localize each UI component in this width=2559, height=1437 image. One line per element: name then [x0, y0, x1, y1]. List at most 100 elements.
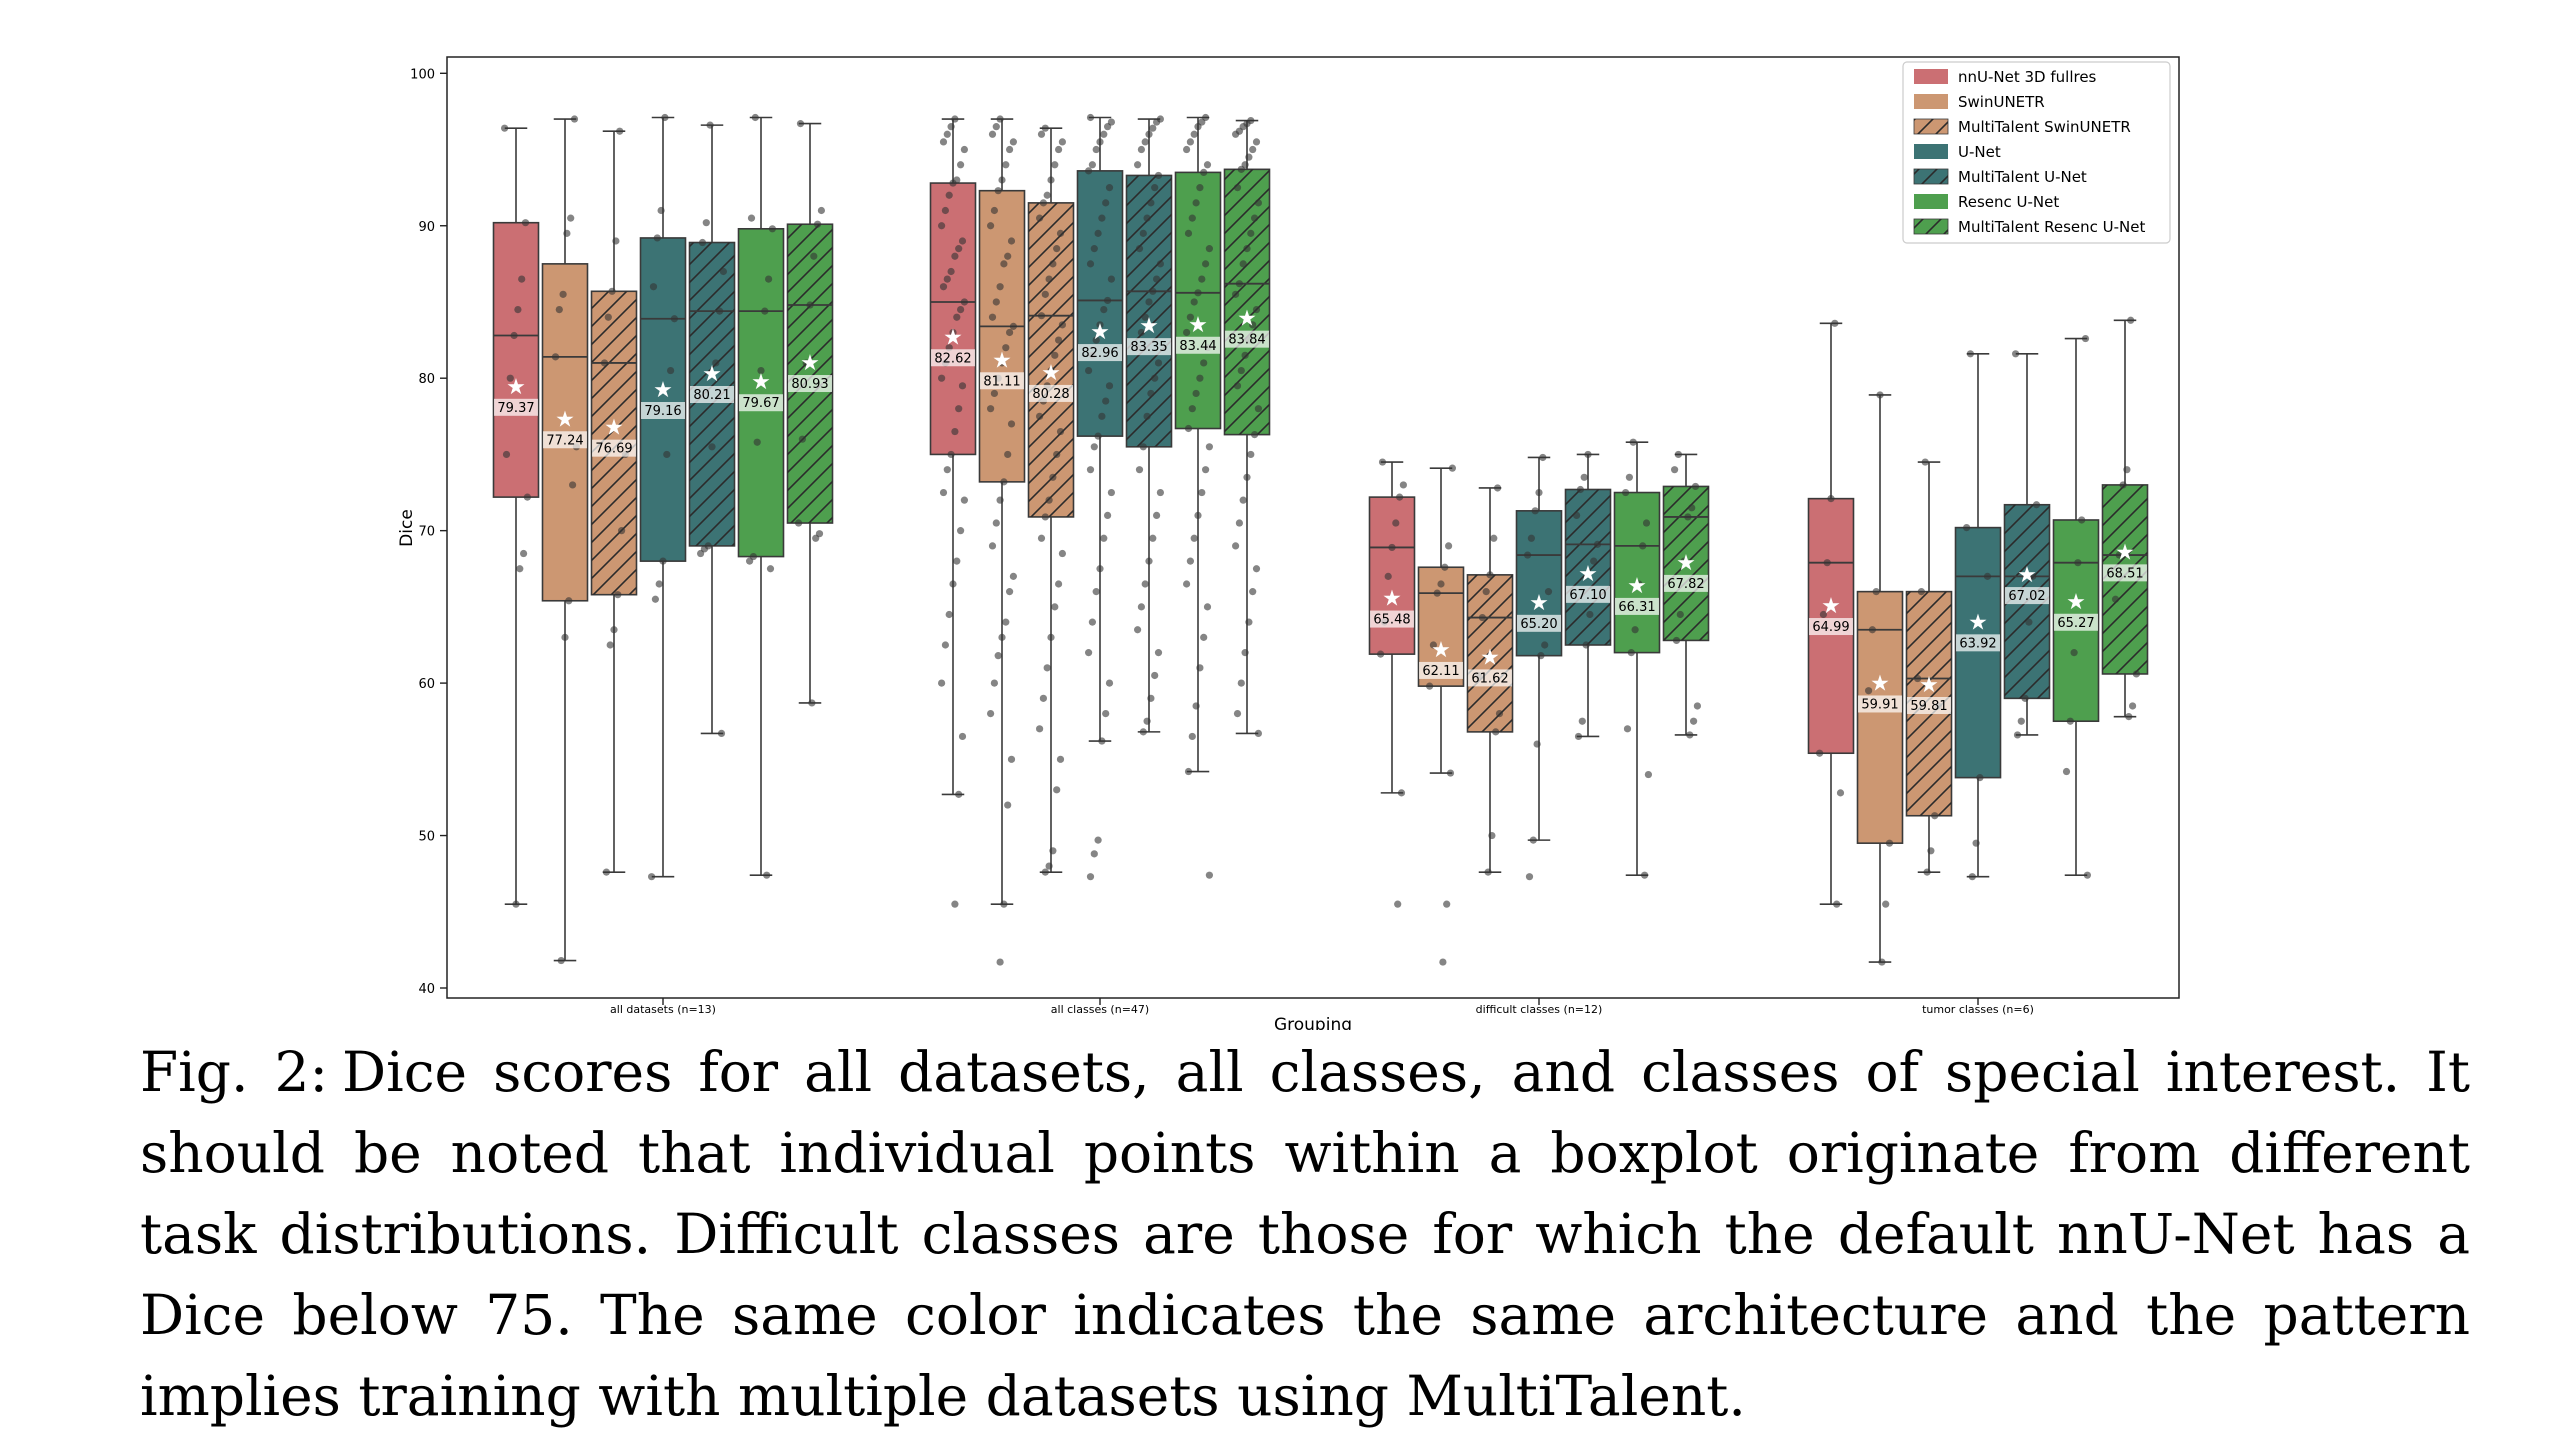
- data-point: [1139, 229, 1147, 237]
- data-point: [1251, 214, 1259, 222]
- data-point: [994, 187, 1002, 195]
- data-point: [670, 315, 679, 323]
- data-point: [943, 130, 951, 138]
- data-point: [1252, 138, 1261, 146]
- data-point: [1009, 138, 1018, 146]
- mean-label: 68.51: [2106, 566, 2143, 581]
- data-point: [651, 595, 660, 603]
- box-hatch: [1028, 202, 1074, 517]
- data-point: [938, 679, 946, 687]
- x-tick-label: tumor classes (n=6): [1922, 1003, 2034, 1016]
- legend-frame: [1902, 61, 2171, 244]
- data-point: [612, 237, 620, 245]
- y-tick-label: 100: [410, 67, 435, 82]
- data-point: [1085, 649, 1093, 657]
- data-point: [1004, 252, 1012, 260]
- data-point: [1232, 130, 1240, 138]
- data-point: [1203, 161, 1212, 169]
- mean-star: ★: [1919, 673, 1939, 698]
- data-point: [1394, 900, 1402, 908]
- data-point: [1056, 229, 1065, 237]
- data-point: [1045, 862, 1053, 870]
- mean-label-bg: [980, 372, 1024, 390]
- data-point: [1002, 344, 1010, 352]
- data-point: [1156, 488, 1164, 497]
- mean-star: ★: [1139, 314, 1159, 339]
- data-point: [1921, 458, 1929, 466]
- data-point: [988, 313, 997, 321]
- data-point: [1827, 495, 1835, 503]
- data-point: [949, 328, 957, 337]
- data-point: [765, 275, 773, 283]
- data-point: [659, 557, 667, 565]
- data-point: [1098, 412, 1106, 420]
- box-4: [639, 116, 687, 878]
- mean-label-bg: [1664, 574, 1708, 592]
- data-point: [1635, 580, 1643, 588]
- data-point: [1051, 351, 1059, 359]
- box-5: [1125, 118, 1173, 733]
- data-point: [1233, 709, 1242, 718]
- data-point: [768, 225, 777, 233]
- data-point: [1254, 199, 1262, 207]
- data-point: [698, 238, 707, 247]
- legend-swatch-hatch: [1914, 219, 1948, 234]
- data-point: [1252, 305, 1261, 314]
- data-point: [2017, 717, 2025, 725]
- data-point: [1205, 245, 1213, 253]
- data-point: [810, 252, 818, 260]
- data-point: [992, 519, 1000, 527]
- data-point: [1527, 534, 1535, 542]
- x-tick-label: difficult classes (n=12): [1476, 1003, 1603, 1016]
- data-point: [1865, 687, 1873, 695]
- data-point: [1188, 732, 1196, 741]
- data-point: [663, 450, 671, 459]
- data-point: [1629, 438, 1637, 446]
- x-tick-label: all classes (n=47): [1051, 1003, 1149, 1016]
- data-point: [1917, 588, 1925, 596]
- legend-swatch: [1914, 144, 1948, 159]
- data-point: [1085, 366, 1093, 375]
- box-2: [1856, 394, 1904, 963]
- data-point: [521, 219, 530, 227]
- data-point: [1198, 488, 1206, 497]
- data-point: [1831, 319, 1839, 327]
- data-point: [1823, 559, 1831, 567]
- mean-label-bg: [1176, 336, 1220, 354]
- data-point: [1090, 443, 1098, 451]
- data-point: [649, 283, 658, 291]
- legend-item-1: nnU-Net 3D fullres: [1914, 68, 2097, 86]
- data-point: [992, 123, 1000, 131]
- mean-label: 79.37: [497, 401, 534, 416]
- data-point: [1241, 351, 1249, 359]
- data-point: [1876, 391, 1884, 399]
- data-point: [2081, 334, 2090, 343]
- data-point: [1047, 366, 1055, 375]
- data-point: [802, 359, 810, 367]
- mean-label-bg: [1809, 618, 1853, 636]
- data-point: [1055, 580, 1063, 588]
- data-point: [1149, 287, 1157, 295]
- data-point: [1134, 626, 1142, 634]
- mean-star: ★: [1382, 587, 1402, 612]
- data-point: [1446, 769, 1455, 777]
- legend-item-3: MultiTalent SwinUNETR: [1913, 118, 2131, 136]
- data-point: [1878, 958, 1886, 966]
- data-point: [1192, 389, 1200, 398]
- data-point: [943, 466, 951, 474]
- data-point: [712, 359, 720, 367]
- data-point: [1004, 450, 1012, 459]
- data-point: [1443, 900, 1451, 908]
- data-point: [1243, 473, 1251, 481]
- data-point: [2012, 350, 2020, 358]
- data-point: [1188, 405, 1196, 413]
- data-point: [1245, 618, 1253, 626]
- data-point: [941, 641, 950, 649]
- data-point: [1096, 565, 1104, 573]
- mean-label-bg: [1468, 669, 1512, 687]
- data-point: [2115, 551, 2123, 559]
- data-point: [1190, 130, 1198, 138]
- mean-label-bg: [1858, 695, 1902, 713]
- data-point: [1135, 245, 1144, 253]
- mean-star: ★: [1578, 562, 1598, 587]
